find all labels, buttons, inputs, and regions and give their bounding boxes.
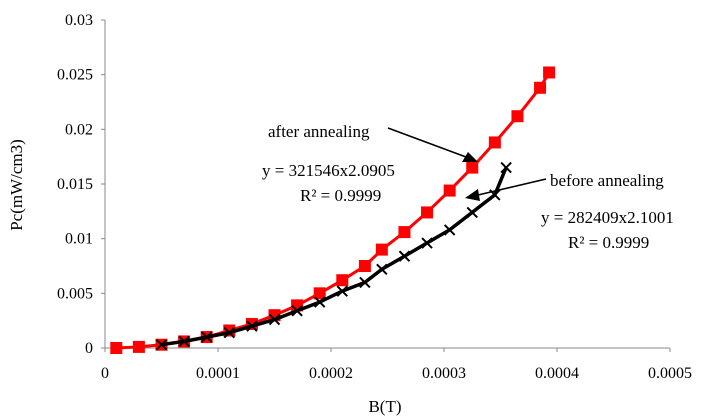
after-annealing-equation: y = 321546x2.0905 [262,161,395,180]
after-annealing-line [116,71,551,350]
after-annealing-point [421,206,434,219]
x-tick-label: 0 [101,365,109,382]
before-annealing-r2: R² = 0.9999 [568,233,649,252]
after-annealing-point [336,274,349,287]
before-annealing-point [200,331,213,343]
before-annealing-arrow [465,178,547,201]
y-tick-label: 0.03 [65,12,93,29]
y-tick-label: 0.01 [65,231,93,248]
series-layer [110,66,556,354]
x-tick-label: 0.0003 [422,365,466,382]
x-tick-label: 0.0005 [648,365,692,382]
x-axis-title: B(T) [368,397,401,416]
after-annealing-point [375,243,388,256]
before-annealing-point [313,296,326,308]
after-annealing-label: after annealing [268,122,370,141]
y-tick-label: 0.02 [65,121,93,138]
before-annealing-series [155,161,512,351]
before-annealing-point [398,250,411,262]
before-annealing-point [466,206,478,219]
before-annealing-label: before annealing [550,171,664,190]
y-tick-label: 0 [85,340,93,357]
after-annealing-point [488,136,501,149]
after-annealing-point [132,340,145,353]
after-annealing-point [466,161,479,174]
after-annealing-point [534,81,547,94]
after-annealing-point [443,184,456,197]
before-annealing-point [155,339,168,351]
after-annealing-point [110,342,123,354]
axes [101,19,671,352]
before-arrow-line [477,178,547,196]
before-annealing-point [223,326,236,339]
before-annealing-point [178,335,190,348]
x-tick-label: 0.0002 [309,365,353,382]
before-annealing-point [359,276,371,289]
before-annealing-point [246,320,258,332]
x-tick-label: 0.0004 [535,365,579,382]
after-annealing-r2: R² = 0.9999 [300,186,381,205]
after-annealing-point [398,226,411,239]
before-annealing-point [421,237,433,249]
after-arrow-head [462,152,478,162]
y-tick-label: 0.015 [57,176,93,193]
after-annealing-point [313,287,326,300]
before-annealing-point [443,224,456,236]
after-annealing-point [543,66,556,79]
x-tick-labels: 0 0.0001 0.0002 0.0003 0.0004 0.0005 [101,365,692,382]
y-tick-labels: 0 0.005 0.01 0.015 0.02 0.025 0.03 [57,12,93,357]
y-tick-label: 0.005 [57,285,93,302]
x-tick-label: 0.0001 [196,365,240,382]
after-annealing-point [358,260,371,272]
before-annealing-point [376,263,388,275]
before-annealing-point [336,285,349,297]
after-annealing-point [511,110,524,123]
after-annealing-series [110,66,556,354]
y-tick-label: 0.025 [57,67,93,84]
before-annealing-point [500,161,512,174]
after-annealing-arrow [387,127,478,162]
after-arrow-line [387,127,467,158]
before-annealing-point [291,305,303,317]
y-axis-title: Pc(mW/cm3) [7,139,26,231]
before-annealing-equation: y = 282409x2.1001 [541,208,674,227]
before-annealing-point [268,313,281,326]
before-arrow-head [465,189,480,201]
